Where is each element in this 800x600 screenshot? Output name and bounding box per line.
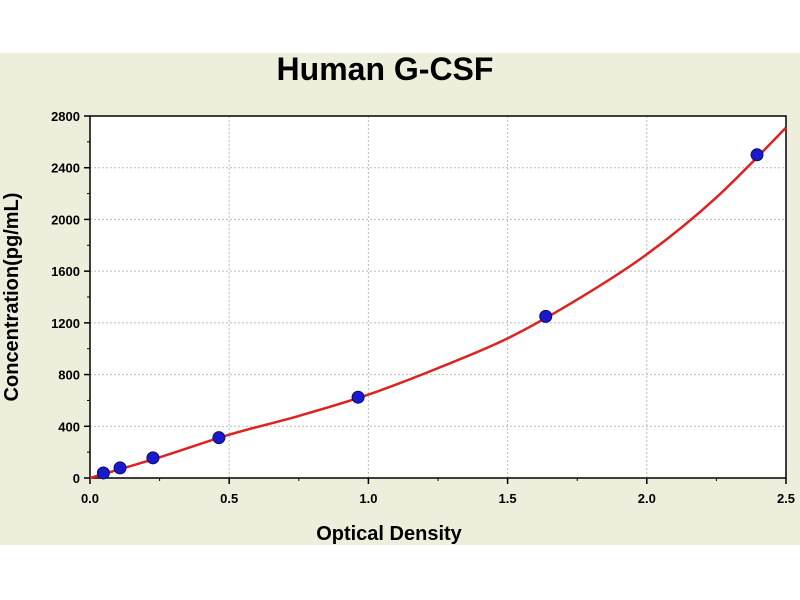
data-point: [539, 309, 553, 323]
x-axis-label: Optical Density: [316, 523, 462, 545]
y-tick-label: 2400: [51, 161, 80, 176]
fit-curve-layer: [89, 126, 787, 480]
plot-area: [90, 116, 786, 478]
data-point: [113, 461, 127, 475]
y-tick-label: 1200: [51, 316, 80, 331]
x-tick-label: 0.0: [81, 491, 99, 506]
x-tick-label: 1.5: [499, 491, 517, 506]
data-point: [212, 431, 226, 445]
x-tick-label: 2.0: [638, 491, 656, 506]
data-point: [96, 466, 110, 480]
y-tick-label: 400: [58, 419, 80, 434]
fit-curve: [89, 126, 787, 480]
y-tick-label: 2800: [51, 109, 80, 124]
y-tick-label: 2000: [51, 212, 80, 227]
x-tick-label: 2.5: [777, 491, 795, 506]
y-tick-label: 800: [58, 368, 80, 383]
y-tick-label: 0: [73, 471, 80, 486]
x-tick-label: 1.0: [359, 491, 377, 506]
grid: [90, 116, 786, 478]
chart-title: Human G-CSF: [277, 51, 494, 87]
x-tick-label: 0.5: [220, 491, 238, 506]
y-tick-label: 1600: [51, 264, 80, 279]
y-axis-label: Concentration(pg/mL): [1, 193, 23, 402]
ticks: 0.0 0.5 1.0 1.5 2.0 2.5 0 400 800 1200 1600 2000 240…: [51, 109, 795, 506]
points-layer: [96, 148, 764, 480]
data-point: [146, 451, 160, 465]
data-point: [750, 148, 764, 162]
data-point: [351, 390, 365, 404]
